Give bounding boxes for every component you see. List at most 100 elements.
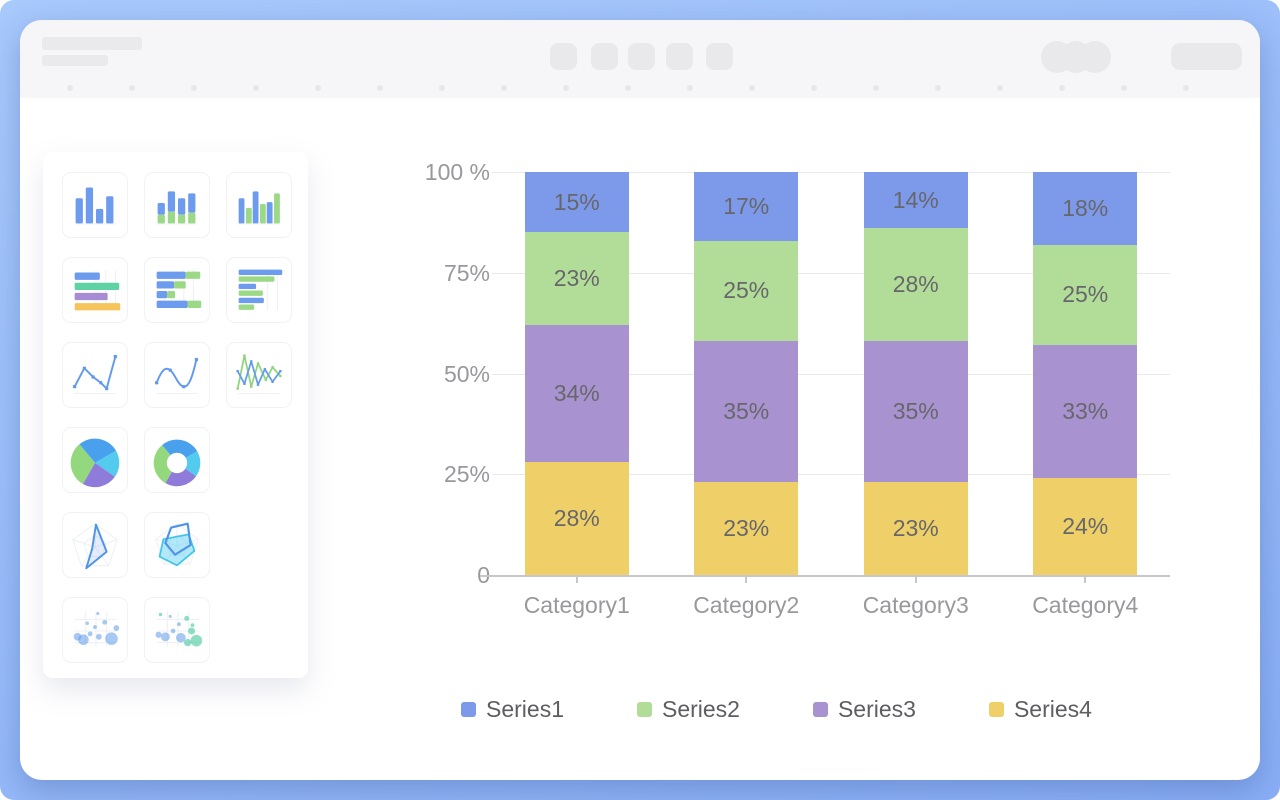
bar-segment-series1: 17% (694, 172, 799, 241)
stacked-bar-chart-icon (156, 191, 198, 225)
sidebar-row (62, 257, 308, 323)
toolbar-button[interactable] (591, 43, 618, 70)
gridline (492, 272, 1170, 274)
legend-swatch (636, 702, 652, 717)
legend-label: Series2 (661, 696, 740, 722)
x-axis-tick (1084, 577, 1087, 583)
app-toolbar (20, 20, 1260, 98)
thumb-smooth-line-chart-icon[interactable] (144, 342, 210, 408)
x-axis-cell: Category2 (662, 577, 832, 619)
thumb-pie-chart-icon[interactable] (62, 427, 128, 493)
gridline (492, 474, 1170, 476)
legend-item-series1[interactable]: Series1 (461, 696, 564, 723)
bar-segment-series2: 25% (1033, 244, 1138, 346)
bar-segment-series2: 28% (863, 228, 968, 342)
sidebar-row (62, 597, 308, 663)
sidebar-row (62, 342, 308, 408)
stacked-bar-Category1: 15% 23% 34% 28% (524, 172, 629, 575)
subtitle-skeleton (42, 55, 108, 66)
scatter-chart-icon (73, 611, 120, 647)
thumb-hbar-chart-icon[interactable] (62, 257, 128, 323)
legend-swatch (461, 702, 476, 717)
stacked-bar-Category2: 17% 25% 35% 23% (694, 172, 799, 575)
thumb-scatter-chart-icon[interactable] (62, 597, 128, 663)
chart-type-sidebar (43, 152, 308, 678)
pie-chart-icon (70, 438, 120, 488)
y-axis-tick-label: 100 % (424, 159, 490, 185)
thumb-bar-chart-icon[interactable] (62, 172, 128, 238)
toolbar-button[interactable] (628, 43, 655, 70)
thumb-multi-line-chart-icon[interactable] (226, 342, 292, 408)
bar-column: 18% 25% 33% 24% (1001, 172, 1171, 575)
bar-segment-series3: 35% (863, 341, 968, 483)
x-axis-tick (914, 577, 917, 583)
app-window: 100 %75%50%25%015%23%34%28%17%25%35%23%1… (20, 20, 1260, 780)
legend-label: Series1 (486, 696, 564, 722)
x-axis-cell: Category3 (831, 577, 1001, 619)
sidebar-row (62, 172, 308, 238)
thumb-stacked-bar-chart-icon[interactable] (144, 172, 210, 238)
bar-segment-series4: 28% (524, 462, 629, 575)
category-label: Category2 (693, 592, 800, 618)
toolbar-button[interactable] (666, 43, 693, 70)
thumb-multi-scatter-chart-icon[interactable] (144, 597, 210, 663)
title-skeleton (42, 37, 142, 50)
sidebar-row (62, 512, 308, 578)
x-axis-cell: Category4 (1001, 577, 1171, 619)
avatar-circle[interactable] (1079, 41, 1111, 73)
grouped-hbar-chart-icon (238, 268, 283, 311)
tab-dots-row (67, 84, 1237, 92)
bar-column: 15% 23% 34% 28% (492, 172, 662, 575)
toolbar-button[interactable] (550, 43, 577, 70)
legend-item-series4[interactable]: Series4 (988, 696, 1092, 723)
bar-segment-series2: 23% (524, 232, 629, 326)
x-axis-tick (745, 577, 748, 583)
y-axis-tick-label: 50% (443, 360, 490, 387)
bar-segment-series3: 35% (694, 341, 799, 483)
category-label: Category3 (862, 592, 969, 618)
smooth-line-chart-icon (154, 357, 199, 394)
thumb-grouped-bar-chart-icon[interactable] (226, 172, 292, 238)
line-chart-icon (72, 354, 118, 394)
toolbar-button[interactable] (706, 43, 733, 70)
multi-line-chart-icon (236, 354, 282, 394)
legend-label: Series4 (1013, 696, 1092, 722)
legend-swatch (988, 702, 1004, 717)
y-axis-tick-label: 0 (350, 561, 490, 589)
radar-chart-icon (72, 523, 118, 570)
hbar-chart-icon (74, 270, 121, 311)
gridline (492, 373, 1170, 375)
legend-item-series2[interactable]: Series2 (636, 696, 740, 723)
x-axis-cell: Category1 (492, 577, 662, 619)
bar-segment-series3: 34% (524, 325, 629, 463)
donut-chart-icon (153, 439, 201, 487)
bar-segment-series2: 25% (694, 240, 799, 342)
sidebar-row (62, 427, 308, 493)
thumb-line-chart-icon[interactable] (62, 342, 128, 408)
multi-radar-chart-icon (155, 522, 199, 567)
thumb-donut-chart-icon[interactable] (144, 427, 210, 493)
bar-column: 17% 25% 35% 23% (662, 172, 832, 575)
category-label: Category4 (1032, 592, 1139, 618)
grouped-bar-chart-icon (237, 191, 281, 225)
stacked-bar-Category3: 14% 28% 35% 23% (863, 172, 968, 575)
thumb-stacked-hbar-chart-icon[interactable] (144, 257, 210, 323)
thumb-grouped-hbar-chart-icon[interactable] (226, 257, 292, 323)
stacked-bar-Category4: 18% 25% 33% 24% (1033, 172, 1138, 575)
bar-segment-series3: 33% (1033, 345, 1138, 479)
legend-item-series3[interactable]: Series3 (812, 696, 916, 723)
bar-segment-series1: 18% (1033, 172, 1138, 245)
gridline (492, 172, 1170, 173)
action-pill-button[interactable] (1171, 43, 1242, 70)
category-label: Category1 (523, 592, 630, 618)
thumb-radar-chart-icon[interactable] (62, 512, 128, 578)
x-axis-tick (575, 577, 578, 583)
bar-segment-series1: 15% (524, 172, 629, 233)
bar-segment-series1: 14% (863, 172, 968, 229)
y-axis-tick-label: 25% (443, 461, 490, 488)
bar-segment-series4: 24% (1033, 478, 1138, 575)
legend-swatch (812, 702, 828, 717)
thumb-multi-radar-chart-icon[interactable] (144, 512, 210, 578)
y-axis-tick-label: 75% (443, 259, 490, 286)
